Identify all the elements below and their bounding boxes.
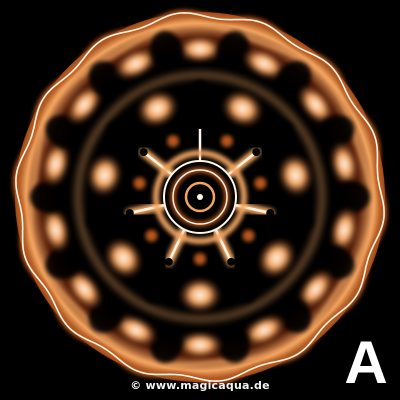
outer-ring-blobs — [30, 30, 370, 364]
central-core — [153, 150, 247, 244]
middle-blob — [136, 89, 179, 128]
outer-ring-ridge — [76, 73, 324, 321]
copyright-caption: © www.magicaqua.de — [130, 379, 270, 392]
middle-dark-lobe — [225, 261, 258, 304]
outer-dark-lobe — [150, 30, 183, 71]
star-arm-tip — [227, 257, 236, 266]
middle-ring-blobs — [85, 80, 315, 313]
core-outer-glow — [153, 150, 247, 244]
star-fork-glow — [220, 135, 233, 148]
middle-blob — [178, 277, 222, 313]
outer-dark-lobe — [30, 181, 70, 213]
outer-blob — [176, 331, 224, 359]
outer-blob — [176, 35, 224, 63]
star-arm-tip — [125, 209, 134, 217]
outer-dark-lobe — [45, 245, 85, 279]
outer-dark-lobe — [217, 30, 250, 71]
outer-dark-lobe — [150, 323, 183, 364]
outer-blob — [241, 313, 287, 347]
star-arm-tip — [164, 257, 173, 266]
outer-blob — [329, 206, 359, 254]
outer-blob — [113, 47, 159, 81]
outer-blob — [297, 268, 335, 310]
star-fork-glow — [254, 177, 267, 190]
outer-blob — [41, 140, 71, 188]
outer-dark-lobe — [217, 323, 250, 364]
core-center-dot — [197, 194, 203, 200]
middle-blob — [221, 89, 264, 128]
middle-dark-lobe — [142, 261, 175, 304]
middle-dark-lobe — [186, 80, 214, 124]
middle-dark-lobe — [85, 203, 130, 233]
outer-dark-lobe — [315, 115, 355, 149]
outer-blob — [329, 140, 359, 188]
star-fork-glow — [145, 229, 158, 242]
outer-blob — [65, 84, 103, 126]
rim-stroke — [15, 12, 385, 382]
middle-dark-lobe — [270, 203, 315, 233]
star-arm-tip — [252, 148, 261, 157]
core-mid-ring — [172, 169, 228, 225]
outer-blob — [113, 313, 159, 347]
middle-blob — [86, 153, 123, 198]
outer-blob — [65, 268, 103, 310]
middle-blob — [103, 237, 144, 279]
star-fork-glow — [133, 177, 146, 190]
middle-dark-lobe — [255, 120, 294, 156]
middle-blob — [256, 237, 297, 279]
star-arm-tip — [266, 209, 275, 217]
star-fork-glow — [194, 253, 206, 265]
star-arm-tip — [196, 121, 204, 129]
star-arm-tip — [139, 148, 148, 157]
outer-blob — [297, 84, 335, 126]
middle-dark-lobe — [106, 120, 145, 156]
star-fork-glow — [242, 229, 255, 242]
outer-blob — [241, 47, 287, 81]
middle-blob — [277, 153, 314, 198]
core-inner-ring — [184, 181, 216, 213]
star-fork-glow — [167, 135, 180, 148]
outer-blob — [41, 206, 71, 254]
corner-letter: A — [344, 329, 388, 396]
outer-dark-lobe — [330, 181, 370, 213]
